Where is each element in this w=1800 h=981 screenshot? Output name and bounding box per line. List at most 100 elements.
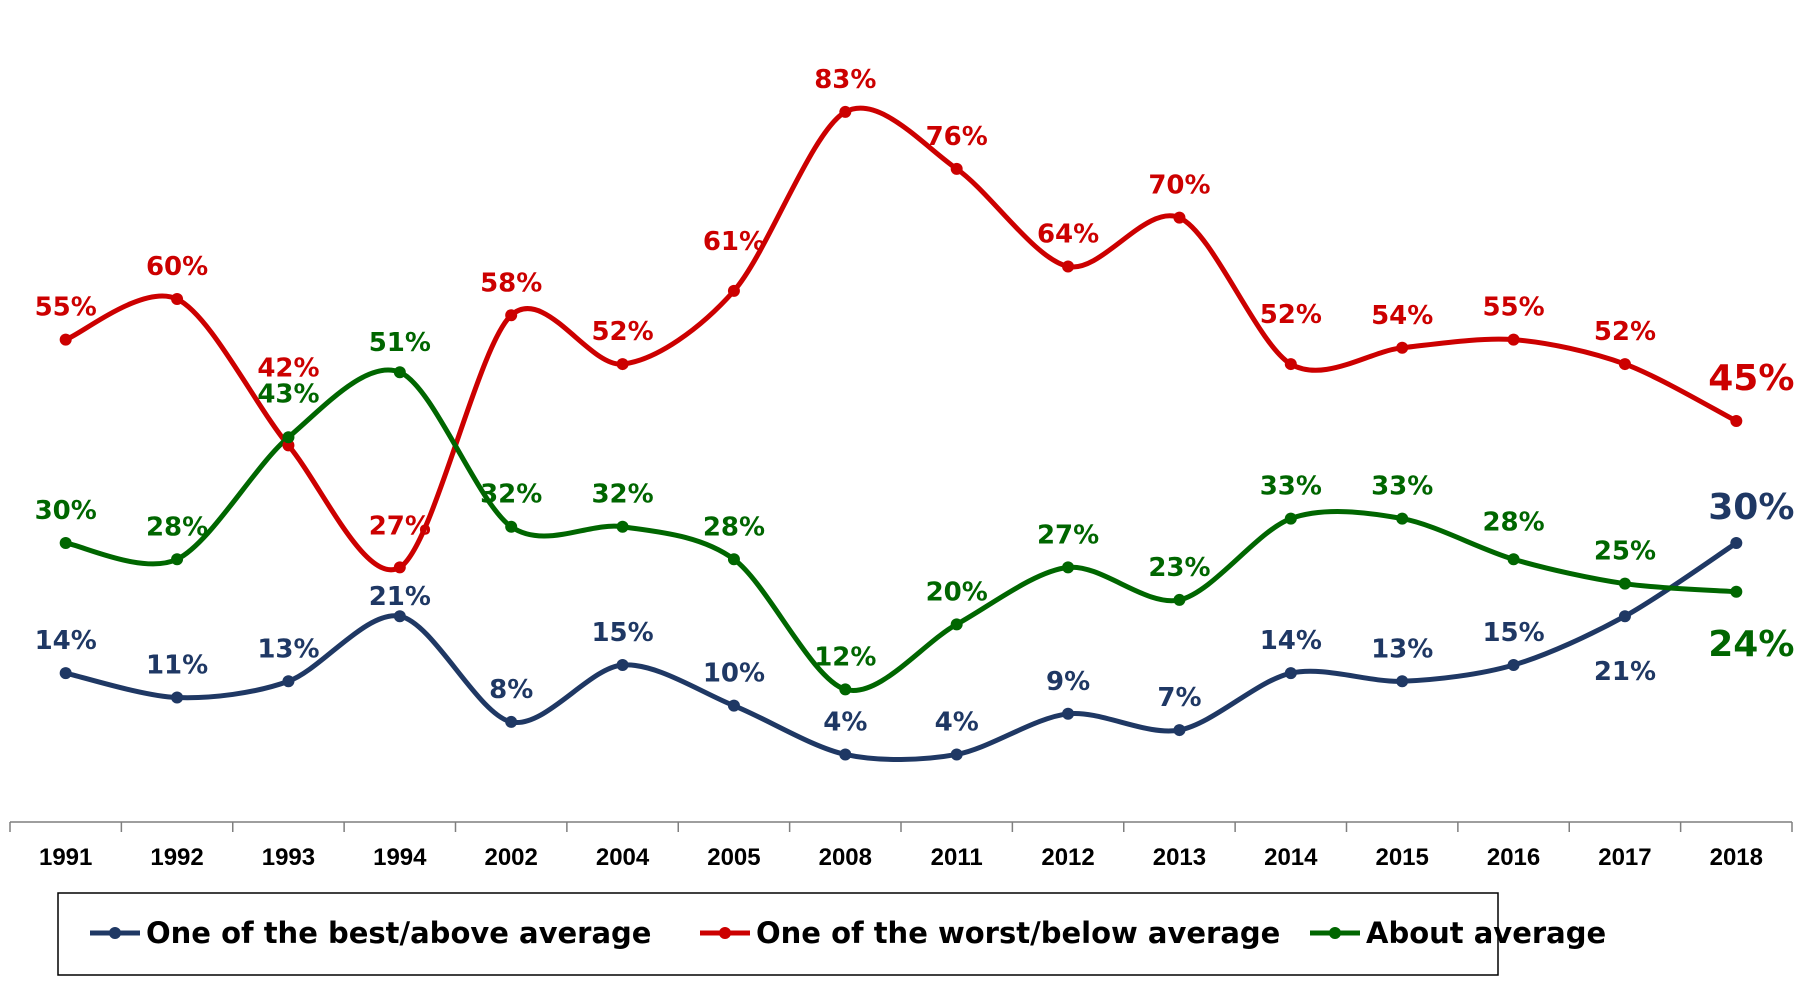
legend-marker-worst-below-average [719, 927, 731, 939]
data-label-worst-below-average: 27% [369, 511, 431, 541]
data-point-worst-below-average [59, 333, 72, 346]
data-label-about-average: 51% [369, 328, 431, 358]
data-point-best-above-average [1173, 724, 1186, 737]
data-label-best-above-average: 15% [1482, 618, 1544, 648]
data-point-worst-below-average [1618, 358, 1631, 371]
data-point-best-above-average [1507, 659, 1520, 671]
data-label-worst-below-average: 55% [35, 293, 97, 323]
data-point-best-above-average [1396, 675, 1409, 688]
data-label-worst-below-average: 58% [480, 268, 542, 298]
data-label-worst-below-average: 45% [1708, 358, 1794, 399]
data-label-about-average: 33% [1260, 472, 1322, 502]
data-label-worst-below-average: 76% [926, 122, 988, 152]
data-point-best-above-average [171, 691, 184, 704]
data-point-best-above-average [839, 748, 852, 761]
data-label-worst-below-average: 60% [146, 252, 208, 282]
data-point-about-average [727, 553, 740, 566]
x-tick-label: 2013 [1153, 844, 1206, 871]
data-label-about-average: 23% [1148, 553, 1210, 583]
data-label-worst-below-average: 61% [703, 227, 765, 257]
data-point-about-average [282, 431, 295, 444]
data-point-worst-below-average [839, 105, 852, 118]
series-line-best-above-average [63, 540, 1739, 762]
data-label-best-above-average: 21% [369, 582, 431, 612]
data-label-best-above-average: 9% [1046, 667, 1090, 697]
x-tick-label: 1992 [150, 844, 203, 871]
series-line-about-average [63, 367, 1739, 694]
data-point-about-average [505, 520, 518, 533]
data-label-best-above-average: 15% [591, 618, 653, 648]
data-label-about-average: 12% [814, 642, 876, 672]
data-point-worst-below-average [1396, 341, 1409, 354]
data-label-about-average: 32% [591, 480, 653, 510]
x-tick-label: 2018 [1710, 844, 1763, 871]
data-point-about-average [1062, 561, 1075, 574]
data-label-about-average: 43% [257, 379, 319, 409]
data-label-best-above-average: 7% [1157, 683, 1201, 713]
data-point-worst-below-average [1730, 415, 1743, 427]
data-point-best-above-average [616, 659, 629, 671]
x-tick-label: 2004 [596, 844, 650, 871]
data-label-best-above-average: 14% [35, 626, 97, 656]
series-line-worst-below-average [63, 105, 1739, 573]
data-point-about-average [1730, 585, 1743, 598]
data-label-best-above-average: 13% [257, 634, 319, 664]
data-label-worst-below-average: 54% [1371, 301, 1433, 331]
x-tick-label: 2017 [1598, 844, 1651, 871]
x-axis: 1991 1992 1993 1994 2002 2004 2005 2008 2011 2012… [9, 821, 1793, 871]
data-point-worst-below-average [171, 293, 184, 305]
series-points [59, 105, 1743, 761]
data-point-about-average [1507, 553, 1520, 566]
data-point-best-above-average [282, 675, 295, 688]
legend-label-best-above-average: One of the best/above average [146, 916, 651, 950]
x-tick-label: 1991 [39, 844, 92, 871]
data-point-worst-below-average [505, 309, 518, 322]
data-label-worst-below-average: 52% [591, 317, 653, 347]
data-point-best-above-average [59, 667, 72, 680]
data-label-best-above-average: 10% [703, 659, 765, 689]
data-label-about-average: 28% [703, 512, 765, 542]
x-tick-label: 2011 [931, 844, 983, 871]
data-label-about-average: 28% [1482, 507, 1544, 537]
legend-marker-best-above-average [109, 927, 121, 939]
data-label-best-above-average: 11% [146, 651, 208, 681]
data-point-about-average [616, 520, 629, 533]
data-label-worst-below-average: 55% [1482, 293, 1544, 323]
data-label-about-average: 24% [1708, 624, 1794, 665]
x-tick-label: 1994 [373, 844, 427, 871]
x-tick-label: 2005 [707, 844, 760, 871]
legend-label-about-average: About average [1366, 916, 1606, 950]
data-point-about-average [950, 618, 963, 631]
data-label-worst-below-average: 70% [1148, 171, 1210, 201]
data-point-about-average [59, 537, 72, 549]
data-label-best-above-average: 14% [1260, 626, 1322, 656]
data-point-worst-below-average [1173, 211, 1186, 224]
legend-marker-about-average [1329, 927, 1341, 939]
data-point-worst-below-average [393, 561, 406, 574]
x-tick-label: 2014 [1264, 844, 1318, 871]
data-label-best-above-average: 8% [489, 675, 533, 705]
legend-box [57, 892, 1499, 976]
data-point-about-average [171, 553, 184, 566]
x-tick-label: 2012 [1041, 844, 1094, 871]
data-point-about-average [1396, 512, 1409, 525]
data-label-worst-below-average: 42% [257, 353, 319, 383]
data-point-about-average [1173, 593, 1186, 606]
data-point-about-average [839, 683, 852, 696]
data-point-worst-below-average [950, 162, 963, 175]
data-label-about-average: 27% [1037, 520, 1099, 550]
data-point-worst-below-average [1062, 260, 1075, 273]
data-label-about-average: 30% [35, 496, 97, 526]
data-label-about-average: 32% [480, 480, 542, 510]
data-point-best-above-average [1284, 667, 1297, 680]
data-label-best-above-average: 4% [823, 707, 867, 737]
x-tick-label: 2002 [484, 844, 537, 871]
data-label-worst-below-average: 52% [1260, 300, 1322, 330]
x-tick-label: 2015 [1375, 844, 1428, 871]
data-point-worst-below-average [1507, 333, 1520, 346]
data-label-worst-below-average: 52% [1594, 317, 1656, 347]
data-point-about-average [1618, 577, 1631, 590]
x-tick-label: 1993 [262, 844, 315, 871]
data-point-worst-below-average [727, 284, 740, 297]
